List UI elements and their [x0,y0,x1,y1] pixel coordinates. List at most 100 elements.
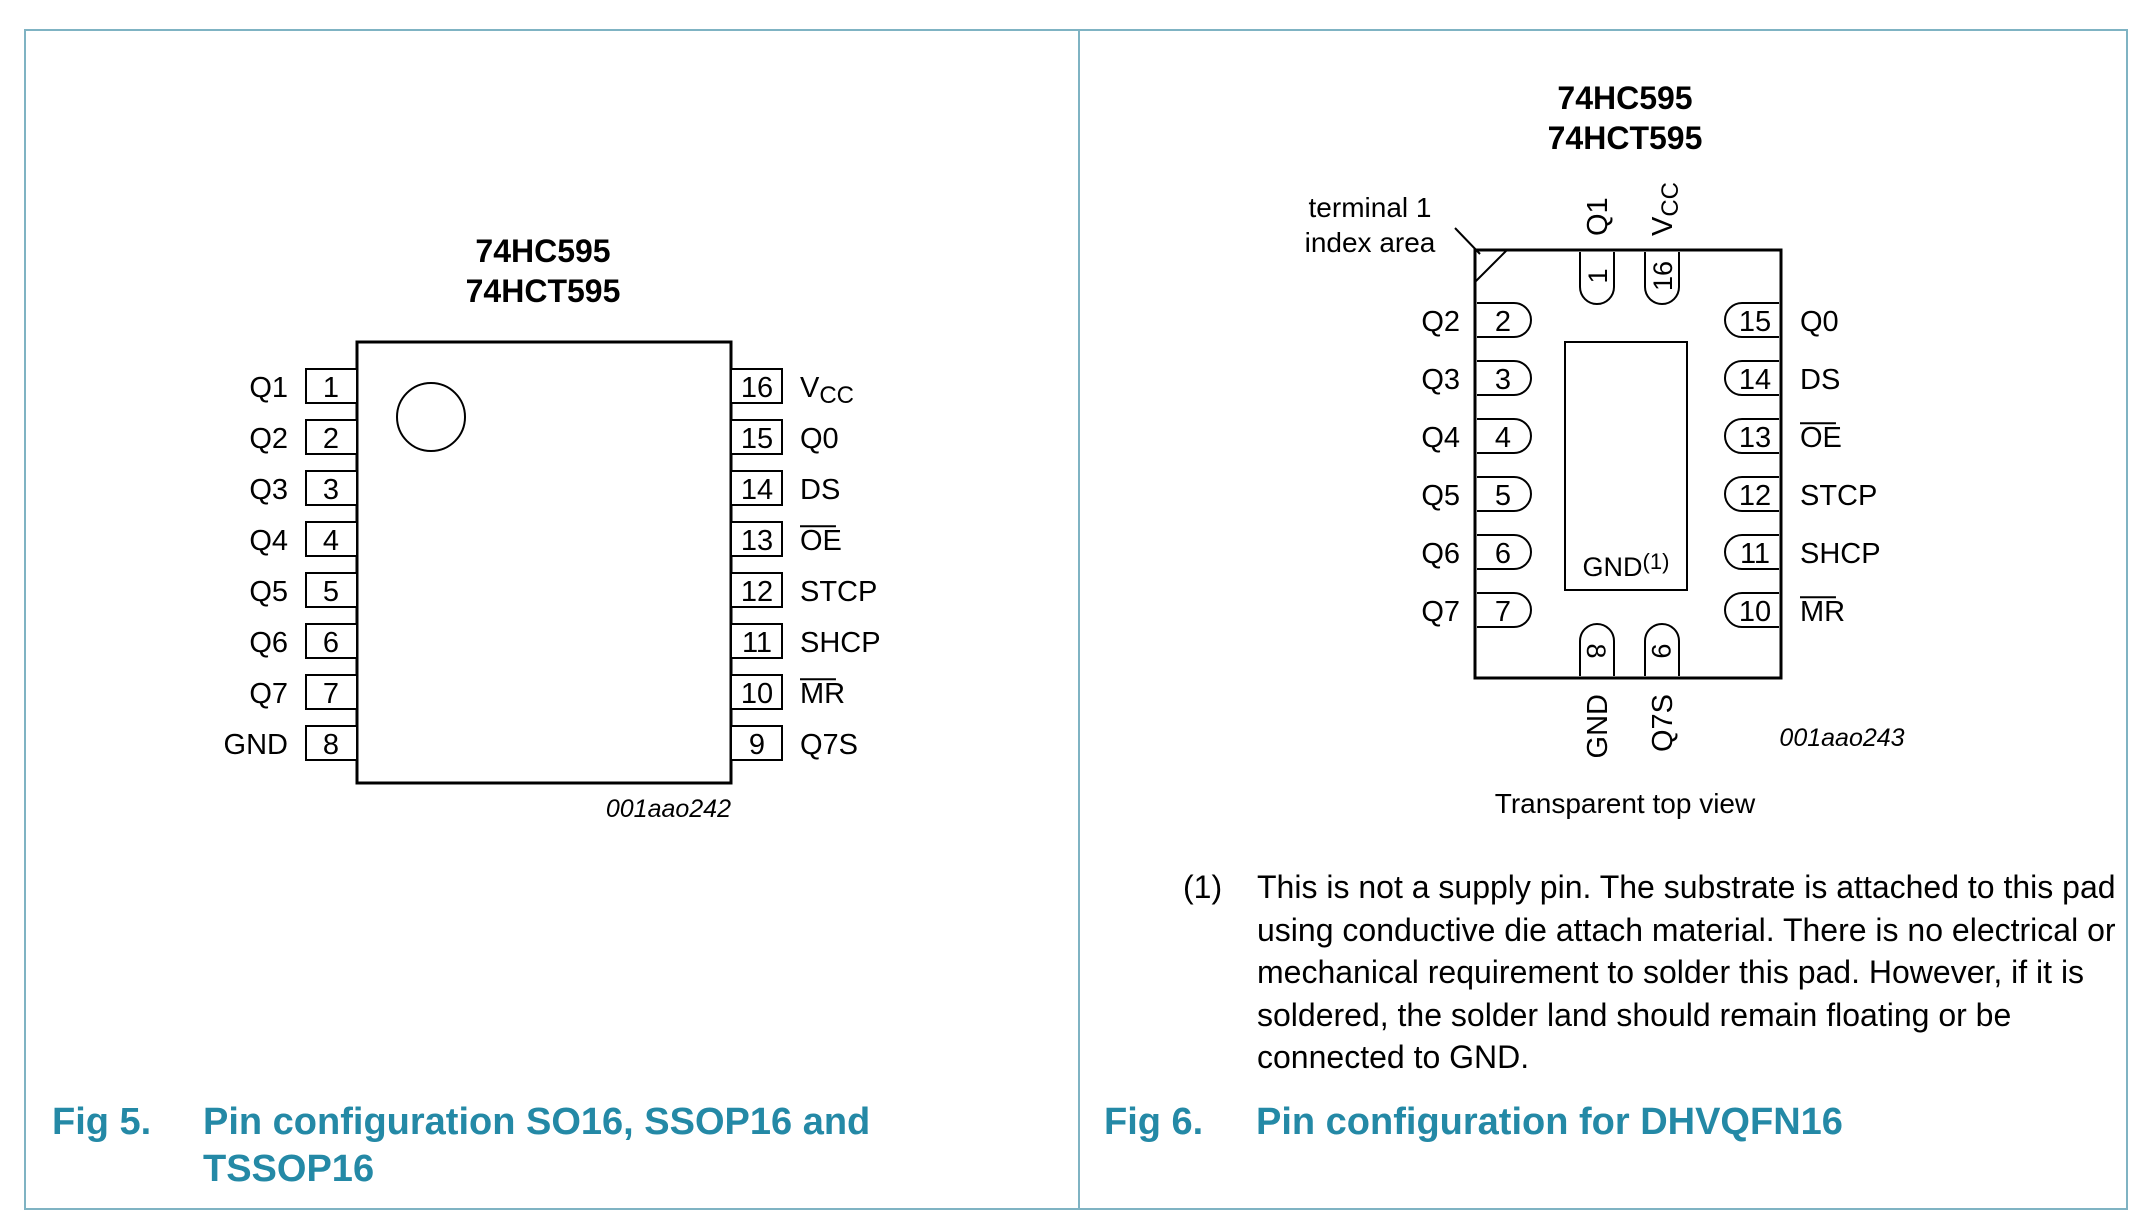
fig6-pin-14-number: 14 [1739,364,1771,396]
fig6-pin-name-text: Q3 [1421,364,1460,396]
fig5-pin-name-shcp: SHCP [800,627,881,659]
fig5-pin-11-box [730,623,783,659]
fig5-pin-9-box [730,725,783,761]
fig5-pin-10-box [730,674,783,710]
fig6-right-pins: 15 Q0 14 DS 13 OE 12 STCP 11 SHCP 10 MR [1724,302,1881,628]
fig6-pin-10-pad [1724,592,1779,628]
fig5-pin-3-box [305,470,358,506]
fig5-pin-7-number: 7 [323,678,339,710]
fig5-pin-14-box [730,470,783,506]
fig6-pin-name-text: Q7 [1421,596,1460,628]
fig5-chip-body [355,340,733,785]
fig6-pin-15-number: 15 [1739,306,1771,338]
fig5-left-pins: 1 Q1 2 Q2 3 Q3 4 Q4 5 Q5 6 Q6 7 Q7 8 GND [224,368,358,761]
fig5-pin-1-number: 1 [323,372,339,404]
fig6-pin-16-pad [1644,252,1680,305]
fig6-pin-2-pad [1477,302,1532,338]
fig6-pin-8-pad [1579,623,1615,676]
fig5-pin-15-box [730,419,783,455]
fig5-pin-name-text: Q7S [800,729,858,761]
fig5-diagram: 74HC595 74HCT595 001aao242 1 Q1 2 Q2 3 Q3 4 Q4 5… [224,233,881,823]
fig5-pin-4-number: 4 [323,525,339,557]
fig6-pin-name-text: GND [1582,694,1614,758]
fig5-pin-name-q0: Q0 [800,423,839,455]
fig6-pin-6-pad [1477,534,1532,570]
fig6-pin-4-pad [1477,418,1532,454]
fig5-pin-name-gnd: GND [224,729,288,761]
fig6-pin-name-text: Q6 [1421,538,1460,570]
fig5-pin-name-text: SHCP [800,627,881,659]
fig5-caption-title: Pin configuration SO16, SSOP16 and TSSOP… [203,1101,871,1190]
fig6-caption-title: Pin configuration for DHVQFN16 [1256,1101,1843,1143]
fig6-pin-6-number: 6 [1495,538,1511,570]
fig6-pin-11-pad [1724,534,1779,570]
fig6-pin-7-number: 7 [1495,596,1511,628]
fig6-code: 001aao243 [1779,724,1904,752]
fig5-pin-name-sub: CC [819,382,854,409]
fig5-pin-6-box [305,623,358,659]
fig5-pin-name-text: Q4 [249,525,288,557]
fig5-pin-name-q4: Q4 [249,525,288,557]
fig6-pin-12-pad [1724,476,1779,512]
fig5-pin-name-oe: OE [800,525,842,557]
fig5-pin-8-box [305,725,358,761]
fig5-code: 001aao242 [606,795,731,823]
fig6-pin-name-text: Q0 [1800,306,1839,338]
fig5-pin-name-text: GND [224,729,288,761]
fig5-pin-13-number: 13 [741,525,773,557]
fig5-caption-number: Fig 5. [52,1101,152,1143]
fig6-diagram: 74HC595 74HCT595 terminal 1 index area G… [1305,80,1905,819]
fig6-pin-name-text: Q4 [1421,422,1460,454]
fig5-pin-name-text: Q1 [249,372,288,404]
fig6-pad-name: GND [1583,552,1643,582]
fig5-pin-14-number: 14 [741,474,773,506]
fig5-pin-name-text: STCP [800,576,877,608]
fig6-pin-name-q7: Q7 [1421,596,1460,628]
fig6-pin-name-mr: MR [1800,596,1845,628]
fig6-pin-13-pad [1724,418,1779,454]
fig6-pin-name-shcp: SHCP [1800,538,1881,570]
fig6-pad-label: GND(1) [1583,549,1670,582]
fig5-pin-name-text: Q0 [800,423,839,455]
fig6-top-pins: 1 Q1 16 VCC [1579,182,1684,305]
fig6-pin-name-oe: OE [1800,422,1842,454]
fig6-pin-name-q1: Q1 [1582,197,1614,236]
fig5-pin-6-number: 6 [323,627,339,659]
fig6-pin-name-text: MR [1800,596,1845,628]
figure-frame [24,29,2128,1210]
fig6-pin-name-text: STCP [1800,480,1877,512]
fig6-pin-8-number: 8 [1581,643,1611,658]
fig6-pin-13-number: 13 [1739,422,1771,454]
fig6-pin-name-text: OE [1800,422,1842,454]
fig6-pin-name-ds: DS [1800,364,1840,396]
fig5-pin-name-q7: Q7 [249,678,288,710]
fig6-pin-3-number: 3 [1495,364,1511,396]
fig5-pin-7-box [305,674,358,710]
fig5-pin-13-box [730,521,783,557]
fig6-pin-name-text: Q5 [1421,480,1460,512]
fig6-pin-9-pad [1644,623,1680,676]
fig6-pin-1-pad [1579,252,1615,305]
fig5-pin-name-q1: Q1 [249,372,288,404]
fig5-pin-1-box [305,368,358,404]
fig6-pin-5-number: 5 [1495,480,1511,512]
fig6-pin-name-sub: CC [1657,182,1684,217]
fig5-pin-12-number: 12 [741,576,773,608]
fig6-pin-3-pad [1477,360,1532,396]
figure-divider [1078,29,1080,1210]
fig5-pin-name-text: Q5 [249,576,288,608]
fig5-pin-name-q6: Q6 [249,627,288,659]
fig5-pin-16-number: 16 [741,372,773,404]
fig5-pin-name-ds: DS [800,474,840,506]
fig5-right-pins: 16 VCC 15 Q0 14 DS 13 OE 12 STCP 11 SHCP 10 MR 9 Q7S [730,368,881,761]
fig6-pin-name-text: V [1647,216,1679,236]
fig5-pin-name-text: Q7 [249,678,288,710]
fig5-pin-name-text: Q3 [249,474,288,506]
fig5-pin-name-text: Q6 [249,627,288,659]
fig5-pin-2-number: 2 [323,423,339,455]
fig6-pin-name-vcc: VCC [1647,182,1684,236]
fig5-part-line1: 74HC595 [475,233,610,269]
fig5-pin-name-q2: Q2 [249,423,288,455]
fig5-pin-name-stcp: STCP [800,576,877,608]
